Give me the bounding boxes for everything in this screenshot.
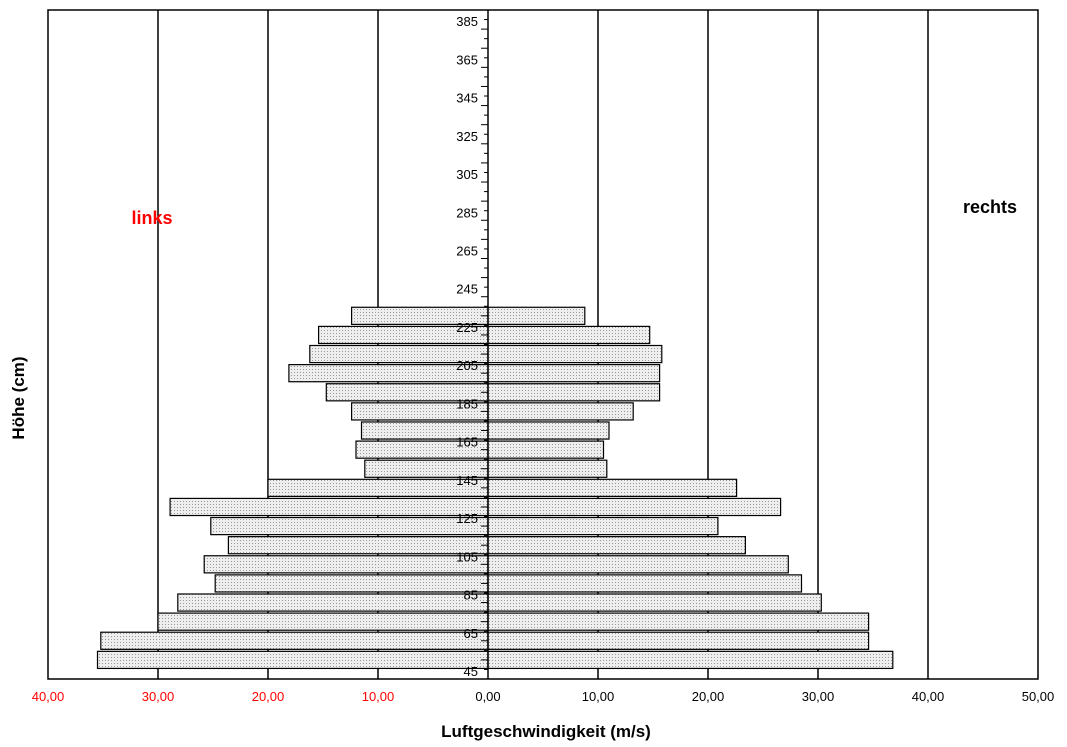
bar-rechts (487, 325, 651, 345)
x-tick-label: 10,00 (362, 689, 395, 704)
bar-rechts (487, 631, 870, 650)
x-tick-label: 40,00 (32, 689, 65, 704)
bar-rechts (487, 383, 661, 402)
bar-rechts (487, 650, 894, 670)
x-tick-label: 0,00 (475, 689, 500, 704)
y-tick-label: 245 (456, 282, 478, 297)
x-tick-labels: 40,00 30,00 20,00 10,00 0,00 10,00 20,00 30,00 4… (32, 689, 1055, 704)
x-tick-label: 40,00 (912, 689, 945, 704)
y-tick-label: 45 (464, 664, 478, 679)
bar-rechts (487, 306, 586, 325)
bar-links (177, 593, 489, 612)
y-tick-label: 205 (456, 358, 478, 373)
bar-links (210, 516, 489, 536)
bar-links (227, 536, 489, 555)
bar-rechts (487, 344, 663, 364)
bar-links (203, 555, 489, 574)
center-axis (481, 9, 489, 680)
x-tick-label: 30,00 (802, 689, 835, 704)
y-tick-label: 285 (456, 205, 478, 220)
bar-rechts (487, 536, 746, 555)
bar-links (214, 574, 489, 593)
y-tick-label: 325 (456, 129, 478, 144)
bar-rechts (487, 612, 870, 631)
y-tick-label: 305 (456, 167, 478, 182)
bar-rechts (487, 497, 782, 517)
y-tick-label: 265 (456, 243, 478, 258)
y-tick-label: 125 (456, 511, 478, 526)
annotation-links: links (131, 208, 172, 228)
bar-rechts (487, 459, 608, 478)
y-tick-label: 345 (456, 91, 478, 106)
bar-rechts (487, 555, 789, 574)
bar-rechts (487, 421, 610, 440)
x-tick-label: 30,00 (142, 689, 175, 704)
bar-rechts (487, 364, 661, 383)
bar-links (267, 478, 489, 498)
y-tick-label: 105 (456, 549, 478, 564)
x-tick-label: 20,00 (252, 689, 285, 704)
bar-rechts (487, 402, 634, 421)
y-tick-label: 225 (456, 320, 478, 335)
y-tick-label: 85 (464, 588, 478, 603)
y-tick-label: 385 (456, 14, 478, 29)
bar-links (100, 631, 489, 650)
y-tick-label: 145 (456, 473, 478, 488)
y-axis-title: Höhe (cm) (9, 356, 28, 439)
annotation-rechts: rechts (963, 197, 1017, 217)
bar-links (157, 612, 489, 631)
y-tick-labels: 45 65 85 105 125 145 165 185 205 225 245 265 285 305 3… (456, 14, 478, 679)
bar-links (169, 497, 489, 517)
bar-rechts (487, 478, 738, 498)
bar-links (96, 650, 489, 670)
bar-rechts (487, 516, 719, 536)
bars (96, 306, 894, 670)
y-tick-label: 165 (456, 435, 478, 450)
y-tick-label: 185 (456, 396, 478, 411)
y-tick-label: 365 (456, 52, 478, 67)
x-axis-title: Luftgeschwindigkeit (m/s) (441, 722, 651, 741)
x-tick-label: 20,00 (692, 689, 725, 704)
y-tick-label: 65 (464, 626, 478, 641)
x-tick-label: 10,00 (582, 689, 615, 704)
bar-rechts (487, 574, 803, 593)
bar-rechts (487, 440, 605, 459)
x-tick-label: 50,00 (1022, 689, 1055, 704)
bar-rechts (487, 593, 822, 612)
